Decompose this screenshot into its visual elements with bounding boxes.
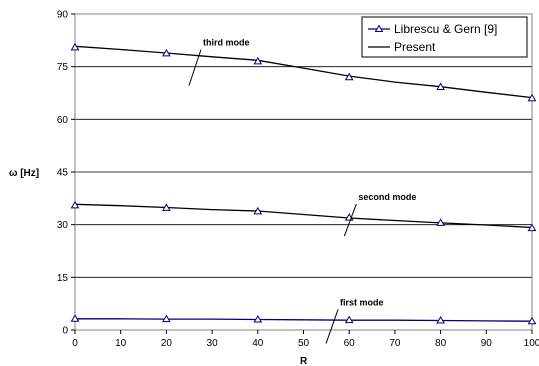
y-tick-label: 0 [62,326,68,337]
y-tick-label: 45 [57,168,69,179]
x-tick-label: 100 [524,338,539,349]
x-tick-label: 20 [161,338,173,349]
annotation-pointer [343,203,357,237]
data-point-marker [527,93,537,102]
present-curve [74,203,533,229]
y-tick-label: 90 [57,10,69,21]
data-point-marker [527,223,537,232]
data-point-marker [70,42,80,51]
data-point-marker [253,206,263,215]
annotation-pointer [325,309,339,344]
data-point-marker [436,316,445,324]
data-point-marker [344,72,354,81]
legend: Librescu & Gern [9] Present [361,16,528,58]
legend-box [361,16,528,58]
x-tick-label: 30 [207,338,219,349]
present-curve [74,45,533,99]
x-tick-label: 10 [115,338,127,349]
x-tick-label: 60 [344,338,356,349]
legend-triangle-marker [374,24,384,32]
legend-label-present: Present [394,40,436,54]
x-tick-label: 40 [252,338,264,349]
x-tick-label: 0 [72,338,78,349]
mode-annotation: second mode [358,192,416,202]
data-point-marker [70,200,80,209]
data-point-marker [344,315,354,324]
data-point-marker [253,56,263,65]
y-axis-label: ω [Hz] [9,168,39,179]
y-axis: 0 15 30 45 60 75 90 [57,10,75,337]
data-point-marker [70,314,80,322]
mode-annotation: first mode [340,297,384,307]
legend-label-librescu: Librescu & Gern [9] [394,22,497,36]
y-tick-label: 60 [57,115,69,126]
gridlines [75,66,532,278]
x-tick-label: 70 [389,338,401,349]
data-point-marker [162,48,171,57]
x-axis: 0 10 20 30 40 50 60 70 80 90 100 [72,330,539,349]
y-tick-label: 30 [57,220,69,231]
annotations: third mode second mode first mode [188,38,416,344]
present-curve [75,318,533,322]
x-tick-label: 80 [435,338,447,349]
data-point-marker [436,82,445,91]
curves [74,45,533,322]
x-tick-label: 50 [298,338,310,349]
data-point-marker [162,203,171,211]
mode-annotation: third mode [203,38,250,48]
markers [70,42,537,325]
y-tick-label: 75 [57,62,69,73]
x-axis-label: R [300,356,308,366]
annotation-pointer [188,49,202,86]
y-tick-label: 15 [57,273,69,284]
data-point-marker [162,314,171,323]
data-point-marker [436,218,445,226]
data-point-marker [527,316,537,325]
x-tick-label: 90 [481,338,493,349]
data-point-marker [253,314,263,323]
